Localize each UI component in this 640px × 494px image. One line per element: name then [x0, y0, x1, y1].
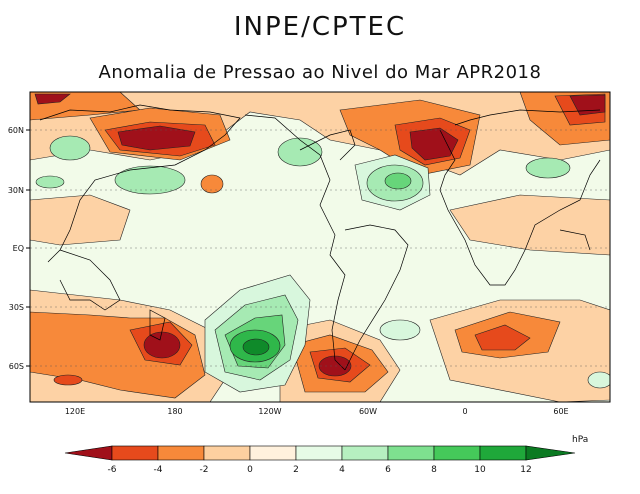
colorbar-arrow-low [64, 445, 113, 461]
colorbar-swatch [479, 445, 527, 461]
negative-anomaly-extreme [34, 93, 606, 377]
colorbar-tick: -4 [154, 465, 163, 475]
coastlines [39, 104, 601, 371]
lon-tick: 60E [553, 407, 568, 416]
map-frame [29, 91, 611, 403]
lon-axis: 120E 180 120W 60W 0 60E [65, 407, 569, 416]
colorbar-arrow-high [525, 445, 576, 461]
colorbar-tick: 2 [293, 465, 299, 475]
graticule [30, 129, 610, 367]
org-title: INPE/CPTEC [233, 12, 407, 42]
colorbar-swatch [111, 445, 159, 461]
lat-tick: 30N [8, 186, 24, 195]
positive-anomaly [35, 135, 610, 393]
colorbar-swatch [295, 445, 343, 461]
map-title: Anomalia de Pressao ao Nivel do Mar APR2… [98, 62, 542, 83]
lon-tick: 60W [359, 407, 377, 416]
colorbar-swatch [249, 445, 297, 461]
lat-tick: EQ [13, 244, 24, 253]
colorbar-tick: 4 [339, 465, 345, 475]
colorbar-unit: hPa [572, 435, 588, 445]
lat-tick: 30S [9, 303, 24, 312]
colorbar-tick: -2 [200, 465, 209, 475]
lon-tick: 0 [462, 407, 467, 416]
colorbar: hPa -6 -4 -2 0 2 4 6 8 10 12 [64, 435, 588, 475]
colorbar-swatch [157, 445, 205, 461]
colorbar-tick: 0 [247, 465, 253, 475]
colorbar-swatch [433, 445, 481, 461]
lat-tick: 60N [8, 126, 24, 135]
anomaly-contours [30, 92, 610, 402]
colorbar-swatch [203, 445, 251, 461]
lon-tick: 120W [258, 407, 281, 416]
lat-tick: 60S [9, 362, 24, 371]
lat-axis: 60N 30N EQ 30S 60S [8, 126, 30, 371]
colorbar-tick: 6 [385, 465, 391, 475]
colorbar-tick: 12 [520, 465, 531, 475]
lon-tick: 180 [167, 407, 182, 416]
colorbar-swatch [341, 445, 389, 461]
colorbar-tick: 10 [474, 465, 486, 475]
colorbar-tick: 8 [431, 465, 437, 475]
colorbar-swatch [387, 445, 435, 461]
lon-tick: 120E [65, 407, 85, 416]
colorbar-tick: -6 [108, 465, 117, 475]
